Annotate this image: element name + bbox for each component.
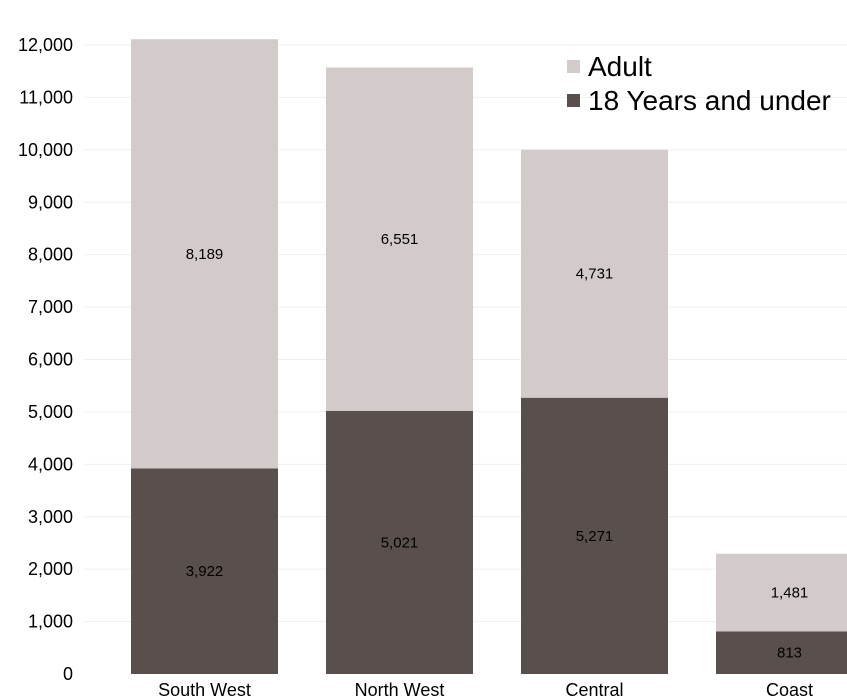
bar-central-adult xyxy=(521,149,668,398)
y-tick-label: 4,000 xyxy=(28,454,73,474)
y-tick-label: 7,000 xyxy=(28,297,73,317)
y-tick-label: 10,000 xyxy=(18,140,73,160)
x-tick-label: Central xyxy=(565,680,623,700)
data-label: 3,922 xyxy=(186,563,224,580)
y-tick-label: 9,000 xyxy=(28,192,73,212)
legend-swatch-adult xyxy=(567,60,580,73)
data-label: 8,189 xyxy=(186,246,224,263)
legend: Adult 18 Years and under xyxy=(567,51,831,116)
bar-south-west-18-years-and-under xyxy=(131,468,278,674)
data-label: 813 xyxy=(777,645,802,662)
x-tick-label: North West xyxy=(355,680,445,700)
x-tick-label: South West xyxy=(158,680,251,700)
data-label: 1,481 xyxy=(771,585,809,602)
legend-label-18-years-and-under: 18 Years and under xyxy=(588,85,831,116)
y-tick-label: 6,000 xyxy=(28,350,73,370)
bar-north-west-adult xyxy=(326,67,473,411)
y-tick-label: 1,000 xyxy=(28,612,73,632)
bars: 3,922 8,189 5,021 6,551 5,271 4,731 813 1,481 xyxy=(131,39,847,674)
bar-coast-adult xyxy=(716,553,847,632)
bar-coast-18-years-and-under xyxy=(716,631,847,674)
x-tick-label: Coast xyxy=(766,680,813,700)
x-axis: South West North West Central Coast xyxy=(158,680,813,700)
data-label: 5,021 xyxy=(381,534,419,551)
y-tick-label: 3,000 xyxy=(28,507,73,527)
data-label: 6,551 xyxy=(381,231,419,248)
legend-swatch-18-years-and-under xyxy=(567,94,580,107)
legend-label-adult: Adult xyxy=(588,51,652,82)
y-tick-label: 0 xyxy=(63,664,73,684)
bar-central-18-years-and-under xyxy=(521,397,668,674)
y-tick-label: 12,000 xyxy=(18,35,73,55)
y-axis: 0 1,000 2,000 3,000 4,000 5,000 6,000 7,000 8,00… xyxy=(18,35,73,684)
bar-north-west-18-years-and-under xyxy=(326,410,473,674)
data-label: 4,731 xyxy=(576,266,614,283)
y-tick-label: 5,000 xyxy=(28,402,73,422)
y-tick-label: 11,000 xyxy=(19,87,73,107)
data-label: 5,271 xyxy=(576,528,614,545)
y-tick-label: 2,000 xyxy=(28,559,73,579)
bar-south-west-adult xyxy=(131,39,278,469)
y-tick-label: 8,000 xyxy=(28,245,73,265)
